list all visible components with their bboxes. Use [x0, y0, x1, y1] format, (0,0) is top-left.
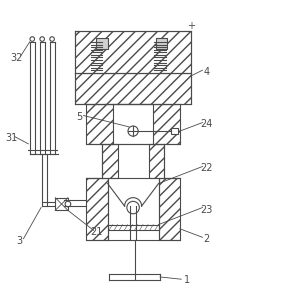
Text: 3: 3 — [17, 236, 23, 246]
Bar — [96, 38, 108, 49]
Text: 4: 4 — [204, 67, 210, 77]
Text: +: + — [187, 21, 195, 31]
Text: 31: 31 — [5, 133, 17, 143]
Bar — [75, 30, 191, 73]
Text: 2: 2 — [204, 234, 210, 244]
Bar — [86, 178, 108, 240]
Bar — [75, 73, 191, 104]
Bar — [171, 128, 178, 134]
Circle shape — [65, 201, 71, 207]
Text: 1: 1 — [184, 275, 190, 285]
Text: 23: 23 — [200, 205, 213, 215]
Text: 5: 5 — [76, 112, 82, 122]
Text: 24: 24 — [200, 119, 213, 129]
Bar — [86, 104, 113, 144]
Text: 32: 32 — [11, 53, 23, 63]
Bar — [158, 178, 180, 240]
Bar — [102, 144, 118, 178]
Bar — [156, 38, 167, 49]
Bar — [149, 144, 164, 178]
Bar — [153, 104, 180, 144]
Text: 22: 22 — [200, 163, 213, 173]
Bar — [55, 198, 68, 210]
Text: 21: 21 — [90, 227, 102, 237]
